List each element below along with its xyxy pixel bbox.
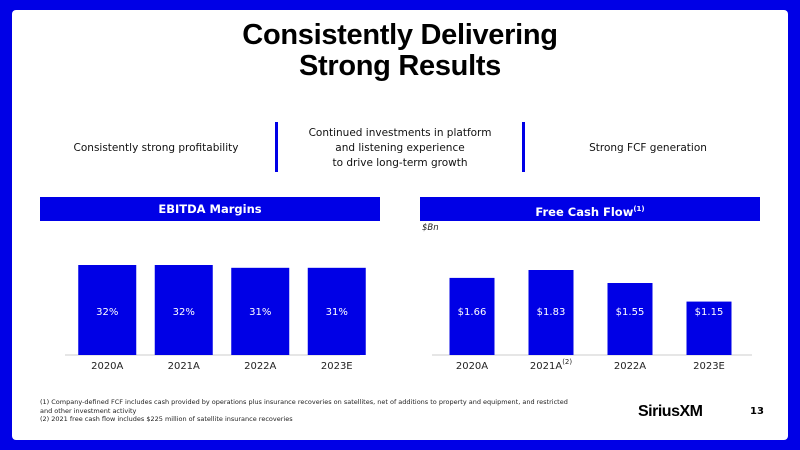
footnote-marker: (2): [562, 358, 572, 366]
chart-title-band: EBITDA Margins: [40, 197, 380, 221]
bar: [78, 265, 137, 355]
page-number: 13: [750, 406, 764, 417]
pillar-text: to drive long-term growth: [332, 156, 468, 169]
category: 2022A: [614, 361, 646, 372]
bar: [449, 277, 495, 355]
value-label: $1.15: [695, 307, 724, 318]
pillar-text: Consistently strong profitability: [73, 141, 239, 154]
logo: SiriusXM: [638, 403, 703, 420]
category: 2021A: [168, 361, 200, 372]
footnote: (1) Company-defined FCF includes cash pr…: [40, 398, 568, 415]
pillar: Strong FCF generation: [528, 124, 768, 172]
category: 2020A: [456, 361, 488, 372]
category: 2021A: [530, 361, 562, 372]
value-label: $1.83: [537, 307, 566, 318]
chart-title-band: Free Cash Flow(1): [420, 197, 760, 221]
bar: [528, 270, 574, 355]
value-label: 31%: [326, 307, 348, 318]
pillar-text: and listening experience: [335, 141, 465, 154]
bar: [231, 267, 290, 355]
slide-title: Consistently Delivering Strong Results: [0, 20, 800, 82]
x-tick-label: 2023E: [693, 361, 725, 372]
title-line: Consistently Delivering: [242, 19, 558, 51]
x-tick-label: 2022A: [244, 361, 276, 372]
x-tick-label: 2021A: [168, 361, 200, 372]
divider: [275, 122, 278, 172]
category: 2023E: [693, 361, 725, 372]
divider: [522, 122, 525, 172]
pillar-text: Continued investments in platform: [308, 126, 492, 139]
bar: [607, 283, 653, 355]
value-label: 31%: [249, 307, 271, 318]
chart-title: Free Cash Flow: [535, 204, 634, 219]
category: 2022A: [244, 361, 276, 372]
x-tick-label: 2022A: [614, 361, 646, 372]
value-label: 32%: [96, 307, 118, 318]
x-tick-label: 2021A(2): [530, 358, 572, 372]
pillar: Continued investments in platform and li…: [280, 124, 520, 172]
bar: [686, 301, 732, 355]
value-label: $1.55: [616, 307, 645, 318]
x-tick-label: 2023E: [321, 361, 353, 372]
title-footnote-marker: (1): [633, 205, 645, 213]
category: 2020A: [91, 361, 123, 372]
category: 2023E: [321, 361, 353, 372]
x-tick-label: 2020A: [456, 361, 488, 372]
bar: [307, 267, 366, 355]
footnote: (2) 2021 free cash flow includes $225 mi…: [40, 415, 293, 423]
footnotes: (1) Company-defined FCF includes cash pr…: [40, 398, 580, 424]
value-label: 32%: [173, 307, 195, 318]
title-line: Strong Results: [298, 50, 502, 82]
pillar-text: Strong FCF generation: [589, 141, 707, 154]
slide: [12, 10, 788, 440]
chart-title: EBITDA Margins: [158, 202, 262, 216]
x-tick-label: 2020A: [91, 361, 123, 372]
value-label: $1.66: [458, 307, 487, 318]
unit-label: $Bn: [422, 223, 439, 233]
pillar: Consistently strong profitability: [36, 124, 276, 172]
bar: [154, 265, 213, 355]
